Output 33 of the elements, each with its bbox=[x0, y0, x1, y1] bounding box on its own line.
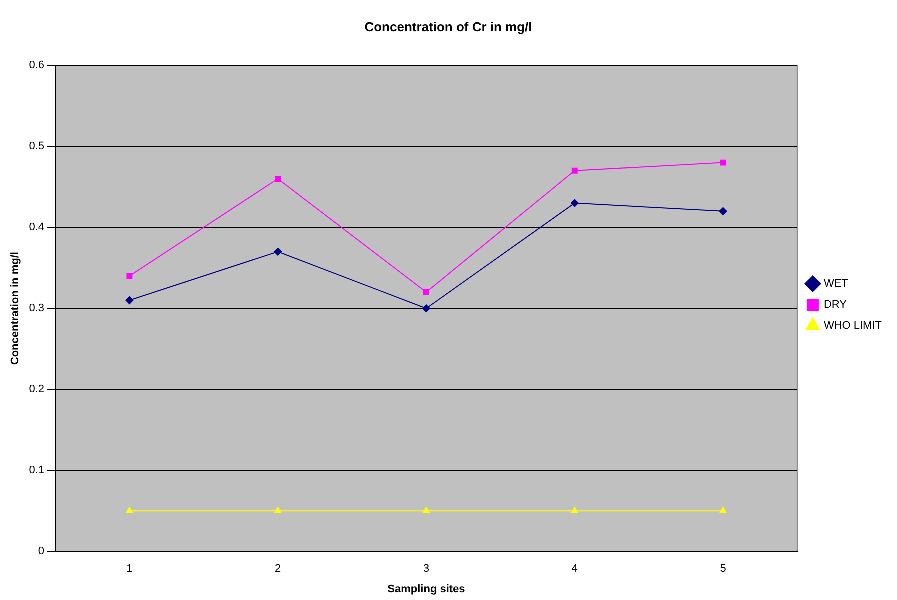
chart-title: Concentration of Cr in mg/l bbox=[364, 19, 532, 34]
x-tick-label: 4 bbox=[572, 563, 578, 576]
point bbox=[572, 168, 578, 174]
y-tick-label: 0.3 bbox=[29, 302, 44, 315]
x-tick-label: 5 bbox=[720, 563, 726, 576]
x-tick-label: 3 bbox=[423, 563, 430, 576]
y-tick-label: 0.2 bbox=[29, 384, 44, 396]
point bbox=[720, 160, 726, 166]
point bbox=[126, 507, 134, 514]
x-tick-label: 1 bbox=[126, 563, 133, 576]
point bbox=[423, 289, 430, 296]
point bbox=[720, 507, 727, 514]
point bbox=[571, 507, 578, 514]
y-tick-label: 0.4 bbox=[29, 222, 44, 234]
point bbox=[274, 248, 282, 256]
y-tick-label: 0.6 bbox=[29, 60, 44, 72]
y-tick-label: 0.1 bbox=[29, 464, 44, 477]
point bbox=[126, 273, 133, 280]
y-axis-title: Concentration in mg/l bbox=[10, 252, 22, 366]
point bbox=[422, 304, 430, 313]
point bbox=[275, 176, 282, 182]
legend-label: DRY bbox=[824, 299, 848, 312]
legend-label: WET bbox=[824, 278, 849, 290]
point bbox=[719, 207, 728, 216]
legend-label: WHO LIMIT bbox=[824, 320, 882, 332]
point bbox=[570, 199, 579, 208]
x-tick-label: 2 bbox=[275, 563, 282, 576]
point bbox=[274, 507, 282, 514]
y-tick-label: 0 bbox=[38, 546, 44, 558]
point bbox=[126, 296, 134, 304]
point bbox=[422, 507, 430, 514]
y-tick-label: 0.5 bbox=[29, 140, 44, 153]
x-axis-title: Sampling sites bbox=[388, 583, 466, 596]
